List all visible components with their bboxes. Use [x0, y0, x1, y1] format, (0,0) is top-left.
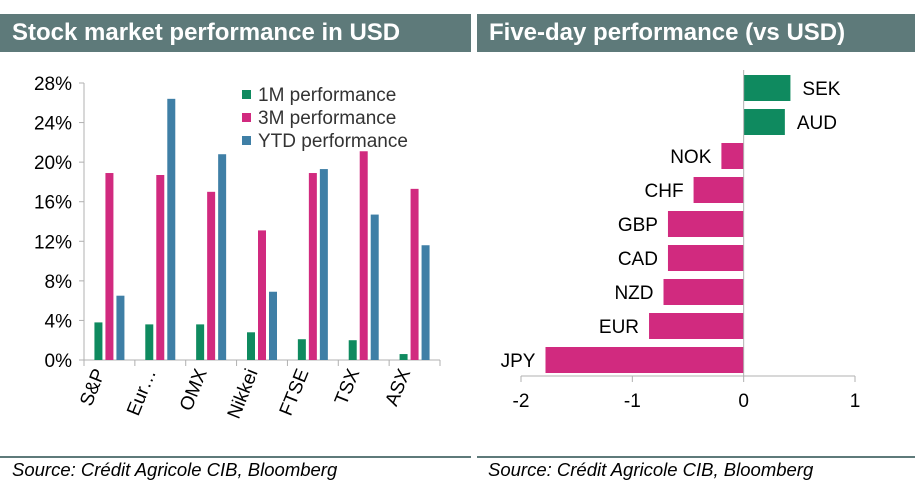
bar-1m-performance-4 — [297, 339, 306, 360]
right-source-note: Source: Crédit Agricole CIB, Bloomberg — [488, 459, 814, 480]
bar-1m-performance-0 — [94, 322, 103, 360]
left-y-tick-label: 8% — [45, 272, 73, 293]
left-y-tick-label: 4% — [45, 311, 73, 332]
right-chart-title: Five-day performance (vs USD) — [477, 14, 915, 52]
legend-label: YTD performance — [258, 131, 408, 152]
bar-1m-performance-3 — [247, 332, 255, 360]
left-x-tick-label: OMX — [176, 366, 212, 414]
legend-label: 3M performance — [258, 108, 396, 129]
bar-3m-performance-3 — [258, 230, 266, 360]
legend-swatch — [242, 113, 251, 122]
bar-ytd-performance-2 — [218, 154, 227, 360]
bar-ytd-performance-5 — [370, 214, 379, 360]
left-source-note: Source: Crédit Agricole CIB, Bloomberg — [12, 459, 338, 480]
left-x-tick-label: FTSE — [276, 366, 314, 419]
left-y-tick-label: 20% — [34, 153, 72, 174]
fx-category-label: EUR — [599, 317, 639, 338]
left-y-tick-label: 12% — [34, 232, 72, 253]
bar-3m-performance-0 — [105, 173, 114, 360]
bar-ytd-performance-0 — [116, 295, 125, 360]
bar-ytd-performance-4 — [319, 169, 328, 360]
left-source-divider — [0, 456, 471, 458]
bar-3m-performance-6 — [410, 188, 419, 360]
right-x-tick-label: 1 — [850, 391, 861, 412]
bar-3m-performance-2 — [207, 191, 216, 360]
legend-swatch — [242, 136, 251, 145]
fx-bar-gbp — [667, 211, 744, 237]
fx-bar-nok — [721, 143, 744, 169]
left-y-tick-label: 16% — [34, 193, 72, 214]
fx-category-label: GBP — [618, 215, 658, 236]
bar-1m-performance-2 — [196, 324, 205, 360]
bar-3m-performance-4 — [308, 173, 317, 360]
bar-ytd-performance-1 — [167, 98, 176, 360]
fx-bar-aud — [743, 109, 785, 135]
bar-1m-performance-6 — [399, 354, 408, 360]
left-x-tick-label: S&P — [76, 366, 110, 409]
left-x-tick-label: Nikkei — [224, 366, 263, 422]
bar-ytd-performance-6 — [421, 245, 430, 360]
fx-bar-nzd — [663, 279, 744, 305]
bar-ytd-performance-3 — [269, 291, 277, 360]
fx-category-label: JPY — [501, 351, 536, 372]
bar-3m-performance-1 — [156, 175, 165, 360]
fx-category-label: NOK — [670, 147, 712, 168]
left-x-tick-label: ASX — [381, 366, 415, 409]
left-chart-title: Stock market performance in USD — [0, 14, 471, 52]
fx-bar-eur — [649, 313, 744, 339]
right-x-tick-label: 0 — [738, 391, 749, 412]
left-y-tick-label: 24% — [34, 114, 72, 135]
fx-category-label: AUD — [797, 113, 837, 134]
fx-bar-cad — [667, 245, 744, 271]
right-x-tick-label: -1 — [624, 391, 641, 412]
bar-1m-performance-5 — [348, 340, 357, 360]
fx-category-label: CAD — [618, 249, 658, 270]
right-x-tick-label: -2 — [513, 391, 530, 412]
legend-label: 1M performance — [258, 85, 396, 106]
fx-category-label: CHF — [645, 181, 684, 202]
right-source-divider — [477, 456, 915, 458]
left-y-tick-label: 28% — [34, 74, 72, 95]
legend-swatch — [242, 90, 251, 99]
fx-category-label: SEK — [802, 79, 840, 100]
fx-bar-chf — [693, 177, 744, 203]
fx-category-label: NZD — [614, 283, 653, 304]
left-x-tick-label: Eur… — [123, 366, 161, 419]
fx-bar-sek — [743, 75, 791, 101]
fx-bar-jpy — [545, 347, 744, 373]
left-x-tick-label: TSX — [331, 366, 364, 408]
bar-1m-performance-1 — [145, 324, 154, 360]
left-y-tick-label: 0% — [45, 351, 73, 372]
bar-3m-performance-5 — [359, 151, 368, 360]
